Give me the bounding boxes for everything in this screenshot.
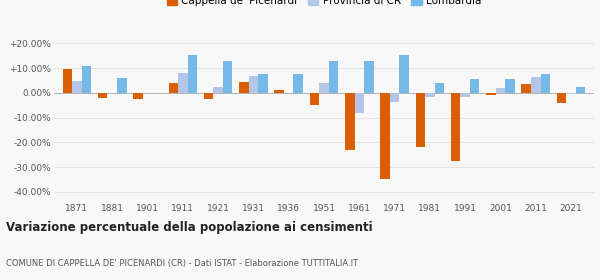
Text: Variazione percentuale della popolazione ai censimenti: Variazione percentuale della popolazione… [6,221,373,234]
Bar [425,93,434,97]
Bar [345,93,355,150]
Bar [62,69,72,93]
Bar [169,83,178,93]
Bar [274,90,284,93]
Bar [188,55,197,93]
Bar [239,82,248,93]
Bar [521,84,531,93]
Bar [496,88,505,93]
Legend: Cappella de' Picenardi, Provincia di CR, Lombardia: Cappella de' Picenardi, Provincia di CR,… [163,0,485,10]
Bar [293,74,303,93]
Bar [566,93,576,94]
Bar [460,93,470,97]
Bar [319,83,329,93]
Bar [310,93,319,105]
Bar [355,93,364,113]
Bar [451,93,460,161]
Bar [329,61,338,93]
Bar [133,93,143,99]
Bar [258,74,268,93]
Bar [531,77,541,93]
Bar [214,87,223,93]
Bar [434,83,444,93]
Bar [486,93,496,95]
Bar [576,87,586,93]
Bar [364,61,374,93]
Bar [117,78,127,93]
Bar [248,76,258,93]
Bar [204,93,214,99]
Bar [72,81,82,93]
Bar [416,93,425,147]
Bar [390,93,400,102]
Text: COMUNE DI CAPPELLA DE' PICENARDI (CR) - Dati ISTAT - Elaborazione TUTTITALIA.IT: COMUNE DI CAPPELLA DE' PICENARDI (CR) - … [6,259,358,268]
Bar [82,66,91,93]
Bar [380,93,390,179]
Bar [223,61,232,93]
Bar [98,93,107,98]
Bar [557,93,566,103]
Bar [541,74,550,93]
Bar [178,73,188,93]
Bar [505,79,515,93]
Bar [470,79,479,93]
Bar [400,55,409,93]
